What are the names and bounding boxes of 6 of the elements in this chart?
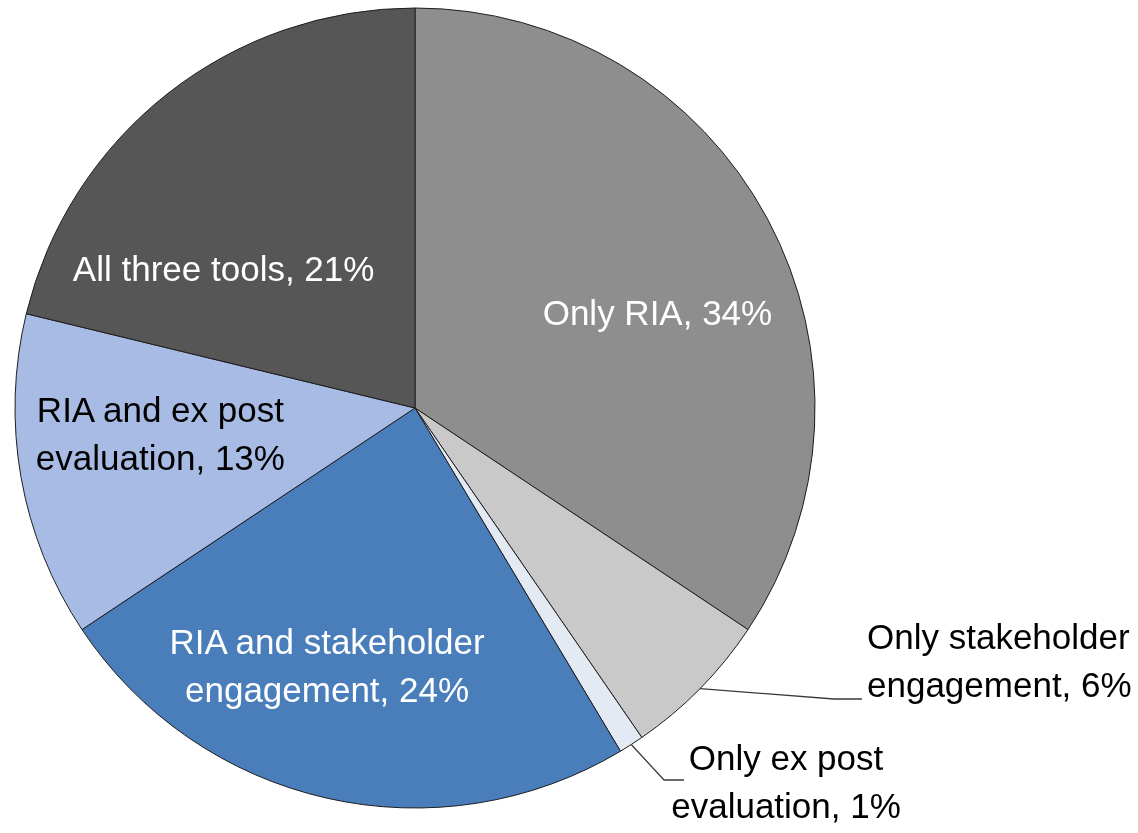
slice-label: Only RIA, 34% [542, 293, 773, 333]
slice-label: Only stakeholder engagement, 6% [867, 617, 1132, 704]
slice-label: All three tools, 21% [72, 248, 375, 288]
slice-label: RIA and ex post evaluation, 13% [35, 389, 285, 477]
slice-label: RIA and stakeholder engagement, 24% [169, 622, 485, 710]
slice-label: Only ex post evaluation, 1% [671, 738, 901, 825]
